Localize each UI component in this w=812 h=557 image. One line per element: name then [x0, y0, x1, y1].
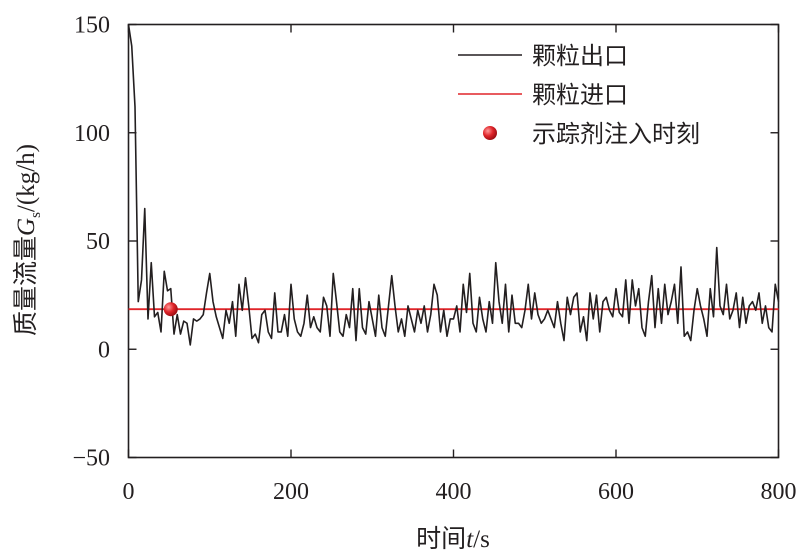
x-tick-label: 600	[598, 479, 634, 505]
tracer-injection-point	[163, 302, 178, 317]
y-tick-label: 0	[98, 337, 110, 363]
y-axis-title: 质量流量Gs/(kg/h)	[11, 144, 44, 336]
x-tick-label: 800	[761, 479, 797, 505]
x-axis-title: 时间t/s	[416, 524, 490, 553]
y-tick-label: 50	[86, 229, 110, 255]
legend: 颗粒出口 颗粒进口 示踪剂注入时刻	[458, 42, 700, 148]
series-line-outlet	[127, 24, 780, 346]
legend-label-inlet: 颗粒进口	[532, 81, 628, 109]
y-tick-label: 100	[74, 121, 110, 147]
legend-entry-inlet: 颗粒进口	[458, 81, 628, 109]
legend-entry-outlet: 颗粒出口	[458, 42, 628, 70]
x-tick-label: 0	[123, 479, 135, 505]
legend-label-tracer: 示踪剂注入时刻	[532, 120, 700, 148]
x-tick-label: 400	[436, 479, 472, 505]
y-tick-label: 150	[74, 13, 110, 39]
x-tick-label: 200	[273, 479, 309, 505]
legend-swatch-tracer	[483, 126, 497, 140]
axis-tick-labels: 0 200 400 600 800 −50 0 50 100 150	[72, 13, 796, 506]
series-layer	[127, 24, 780, 346]
y-tick-label: −50	[72, 446, 110, 472]
plot-frame	[127, 23, 780, 459]
axis-ticks	[127, 23, 780, 459]
legend-label-outlet: 颗粒出口	[532, 42, 628, 70]
legend-entry-tracer: 示踪剂注入时刻	[483, 120, 700, 148]
